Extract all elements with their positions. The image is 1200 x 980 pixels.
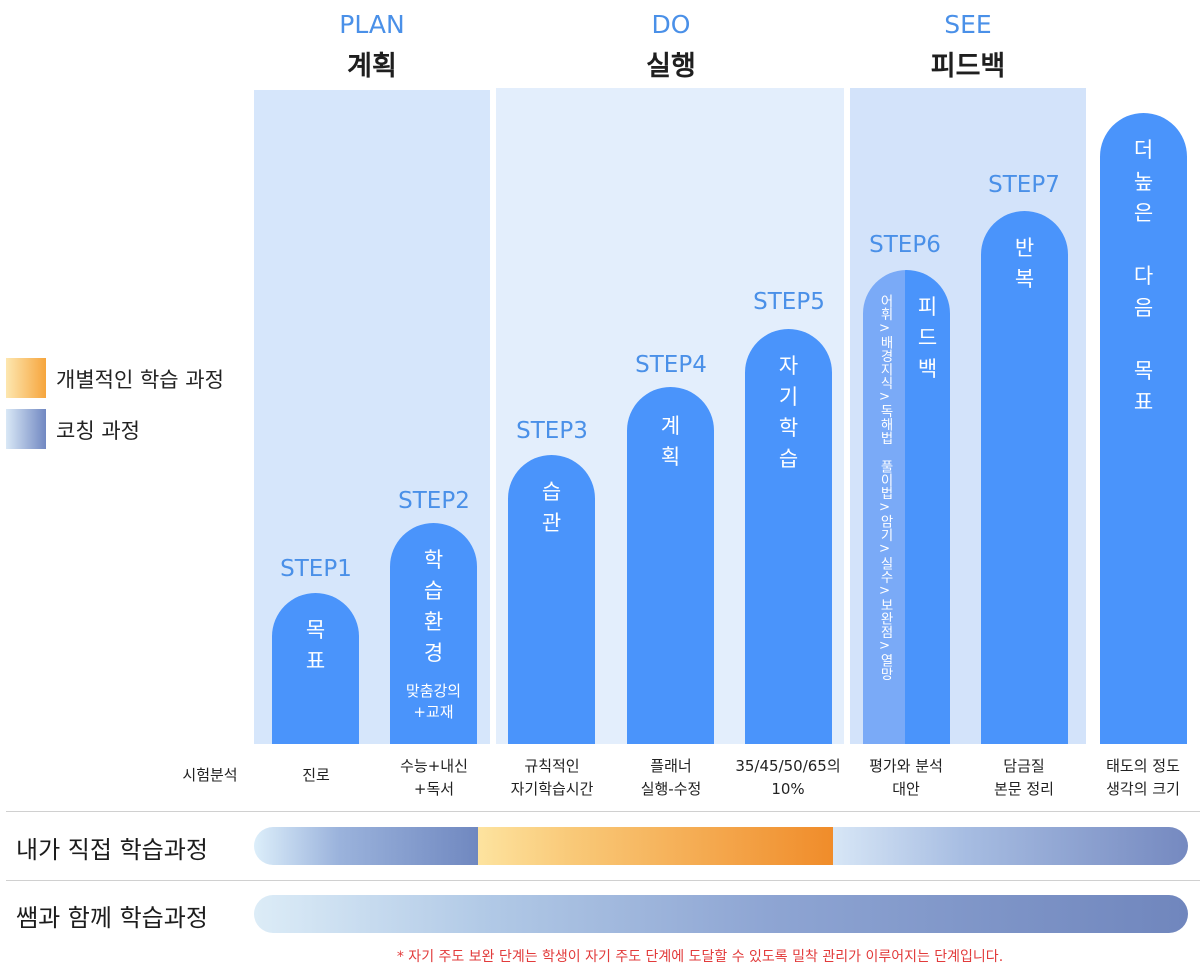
step4-pill: 계 획 — [627, 387, 714, 744]
step2-label: STEP2 — [398, 488, 470, 514]
step6-label: STEP6 — [869, 232, 941, 258]
step7-label: STEP7 — [988, 172, 1060, 198]
caption-step2: 수능+내신 +독서 — [400, 757, 468, 798]
step1-pill: 목 표 — [272, 593, 359, 744]
caption-step4: 플래너 실행-수정 — [640, 757, 702, 798]
legend-coaching-swatch — [6, 409, 46, 449]
step2-pill: 학 습 환 경 맞춤강의 +교재 — [390, 523, 477, 744]
step5-label: STEP5 — [753, 289, 825, 315]
row-teacher-bar — [254, 895, 1188, 933]
step6-sub: 어휘>배경지식>독해법 풀이법>암기>실수>보완점>열망 — [877, 294, 892, 681]
legend-coaching-label: 코칭 과정 — [56, 419, 140, 443]
caption-step6: 평가와 분석 대안 — [869, 757, 943, 798]
step6-pill: 어휘>배경지식>독해법 풀이법>암기>실수>보완점>열망 피 드 백 — [863, 270, 950, 744]
phase-plan-title: PLAN — [339, 10, 405, 39]
caption-final: 태도의 정도 생각의 크기 — [1106, 757, 1180, 798]
final-goal-text: 더 높 은 다 음 목 표 — [1133, 138, 1154, 414]
step4-label: STEP4 — [635, 352, 707, 378]
step7-text: 반 복 — [1014, 236, 1035, 291]
divider-top — [6, 811, 1200, 812]
step6-text: 피 드 백 — [917, 295, 938, 381]
caption-row-header: 시험분석 — [182, 766, 238, 784]
phase-do-title: DO — [651, 10, 691, 39]
step1-text: 목 표 — [305, 618, 326, 673]
step3-pill: 습 관 — [508, 455, 595, 744]
phase-plan-subtitle: 계획 — [347, 51, 397, 82]
step4-text: 계 획 — [660, 414, 681, 469]
caption-step7: 담금질 본문 정리 — [994, 757, 1054, 798]
footnote: * 자기 주도 보완 단계는 학생이 자기 주도 단계에 도달할 수 있도록 밀… — [396, 949, 1004, 965]
phase-do-subtitle: 실행 — [646, 51, 696, 82]
phase-see-title: SEE — [944, 10, 992, 39]
row-self-bar — [254, 827, 1188, 865]
step5-text: 자 기 학 습 — [778, 354, 799, 471]
legend-individual-label: 개별적인 학습 과정 — [56, 368, 224, 392]
caption-step5: 35/45/50/65의 10% — [735, 757, 841, 798]
step3-text: 습 관 — [541, 480, 562, 535]
row-self-label: 내가 직접 학습과정 — [16, 836, 208, 864]
divider-middle — [6, 880, 1200, 881]
caption-step3: 규칙적인 자기학습시간 — [510, 757, 594, 798]
step7-pill: 반 복 — [981, 211, 1068, 744]
legend-individual-swatch — [6, 358, 46, 398]
step1-label: STEP1 — [280, 556, 352, 582]
phase-see-subtitle: 피드백 — [930, 51, 1006, 82]
step3-label: STEP3 — [516, 418, 588, 444]
step5-pill: 자 기 학 습 — [745, 329, 832, 744]
caption-step1: 진로 — [302, 766, 330, 784]
step2-sub: 맞춤강의 +교재 — [405, 682, 462, 721]
row-teacher-label: 쌤과 함께 학습과정 — [16, 904, 208, 932]
step2-text: 학 습 환 경 — [423, 548, 444, 665]
final-goal-pill: 더 높 은 다 음 목 표 — [1100, 113, 1187, 744]
